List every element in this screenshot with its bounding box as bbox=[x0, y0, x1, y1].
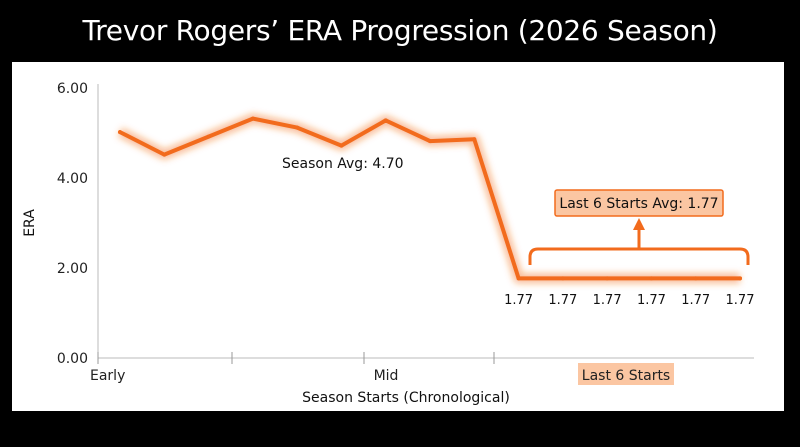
data-point bbox=[738, 276, 742, 281]
x-tick-label-early: Early bbox=[90, 368, 125, 384]
y-tick-label: 2.00 bbox=[57, 261, 88, 277]
data-label: 1.77 bbox=[504, 293, 533, 308]
data-point bbox=[516, 276, 521, 281]
season-avg-annotation: Season Avg: 4.70 bbox=[282, 156, 404, 172]
last6-bracket bbox=[528, 247, 750, 265]
data-point bbox=[206, 134, 211, 139]
y-axis-title: ERA bbox=[22, 209, 38, 237]
last6-avg-annotation: Last 6 Starts Avg: 1.77 bbox=[559, 196, 718, 212]
y-tick-label: 0.00 bbox=[57, 351, 88, 367]
era-line-chart: 0.00 2.00 4.00 6.00 Early Mid Last 6 Starts Sea… bbox=[22, 81, 755, 406]
data-point bbox=[383, 118, 388, 123]
data-point bbox=[118, 130, 122, 135]
data-label: 1.77 bbox=[593, 293, 622, 308]
data-point bbox=[339, 143, 344, 148]
x-tick-label-mid: Mid bbox=[374, 368, 399, 384]
data-point bbox=[472, 137, 477, 142]
data-point bbox=[162, 152, 167, 157]
data-point bbox=[428, 139, 432, 144]
y-tick-label: 4.00 bbox=[57, 171, 88, 187]
x-tick-label-last6: Last 6 Starts bbox=[582, 368, 670, 384]
bracket-arrow-head bbox=[633, 218, 645, 230]
data-label: 1.77 bbox=[726, 293, 755, 308]
chart-panel: 0.00 2.00 4.00 6.00 Early Mid Last 6 Starts Sea… bbox=[12, 62, 784, 411]
data-label: 1.77 bbox=[681, 293, 710, 308]
y-tick-label: 6.00 bbox=[57, 81, 88, 97]
data-point bbox=[295, 125, 300, 130]
data-label: 1.77 bbox=[637, 293, 666, 308]
chart-title: Trevor Rogers’ ERA Progression (2026 Sea… bbox=[82, 14, 718, 47]
last6-avg-box bbox=[554, 189, 724, 217]
data-point bbox=[649, 276, 654, 281]
data-point bbox=[250, 116, 255, 121]
last6-label-highlight bbox=[578, 363, 674, 385]
data-label: 1.77 bbox=[548, 293, 577, 308]
data-point bbox=[560, 276, 565, 281]
data-point bbox=[605, 276, 610, 281]
x-axis-title: Season Starts (Chronological) bbox=[302, 390, 510, 406]
data-point bbox=[693, 276, 698, 281]
